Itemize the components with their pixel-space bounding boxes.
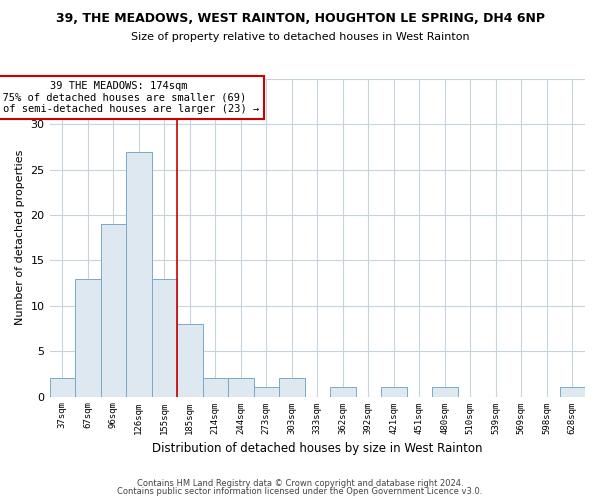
Y-axis label: Number of detached properties: Number of detached properties [15,150,25,326]
Text: Contains public sector information licensed under the Open Government Licence v3: Contains public sector information licen… [118,487,482,496]
Bar [75,278,101,396]
Bar [330,388,356,396]
Bar [279,378,305,396]
Text: Contains HM Land Registry data © Crown copyright and database right 2024.: Contains HM Land Registry data © Crown c… [137,478,463,488]
Bar [126,152,152,396]
Bar [152,278,177,396]
Bar [381,388,407,396]
Bar [50,378,75,396]
Bar [203,378,228,396]
Bar [177,324,203,396]
X-axis label: Distribution of detached houses by size in West Rainton: Distribution of detached houses by size … [152,442,482,455]
Bar [101,224,126,396]
Bar [228,378,254,396]
Text: Size of property relative to detached houses in West Rainton: Size of property relative to detached ho… [131,32,469,42]
Text: 39 THE MEADOWS: 174sqm
← 75% of detached houses are smaller (69)
25% of semi-det: 39 THE MEADOWS: 174sqm ← 75% of detached… [0,81,259,114]
Bar [254,388,279,396]
Bar [560,388,585,396]
Text: 39, THE MEADOWS, WEST RAINTON, HOUGHTON LE SPRING, DH4 6NP: 39, THE MEADOWS, WEST RAINTON, HOUGHTON … [56,12,545,26]
Bar [432,388,458,396]
